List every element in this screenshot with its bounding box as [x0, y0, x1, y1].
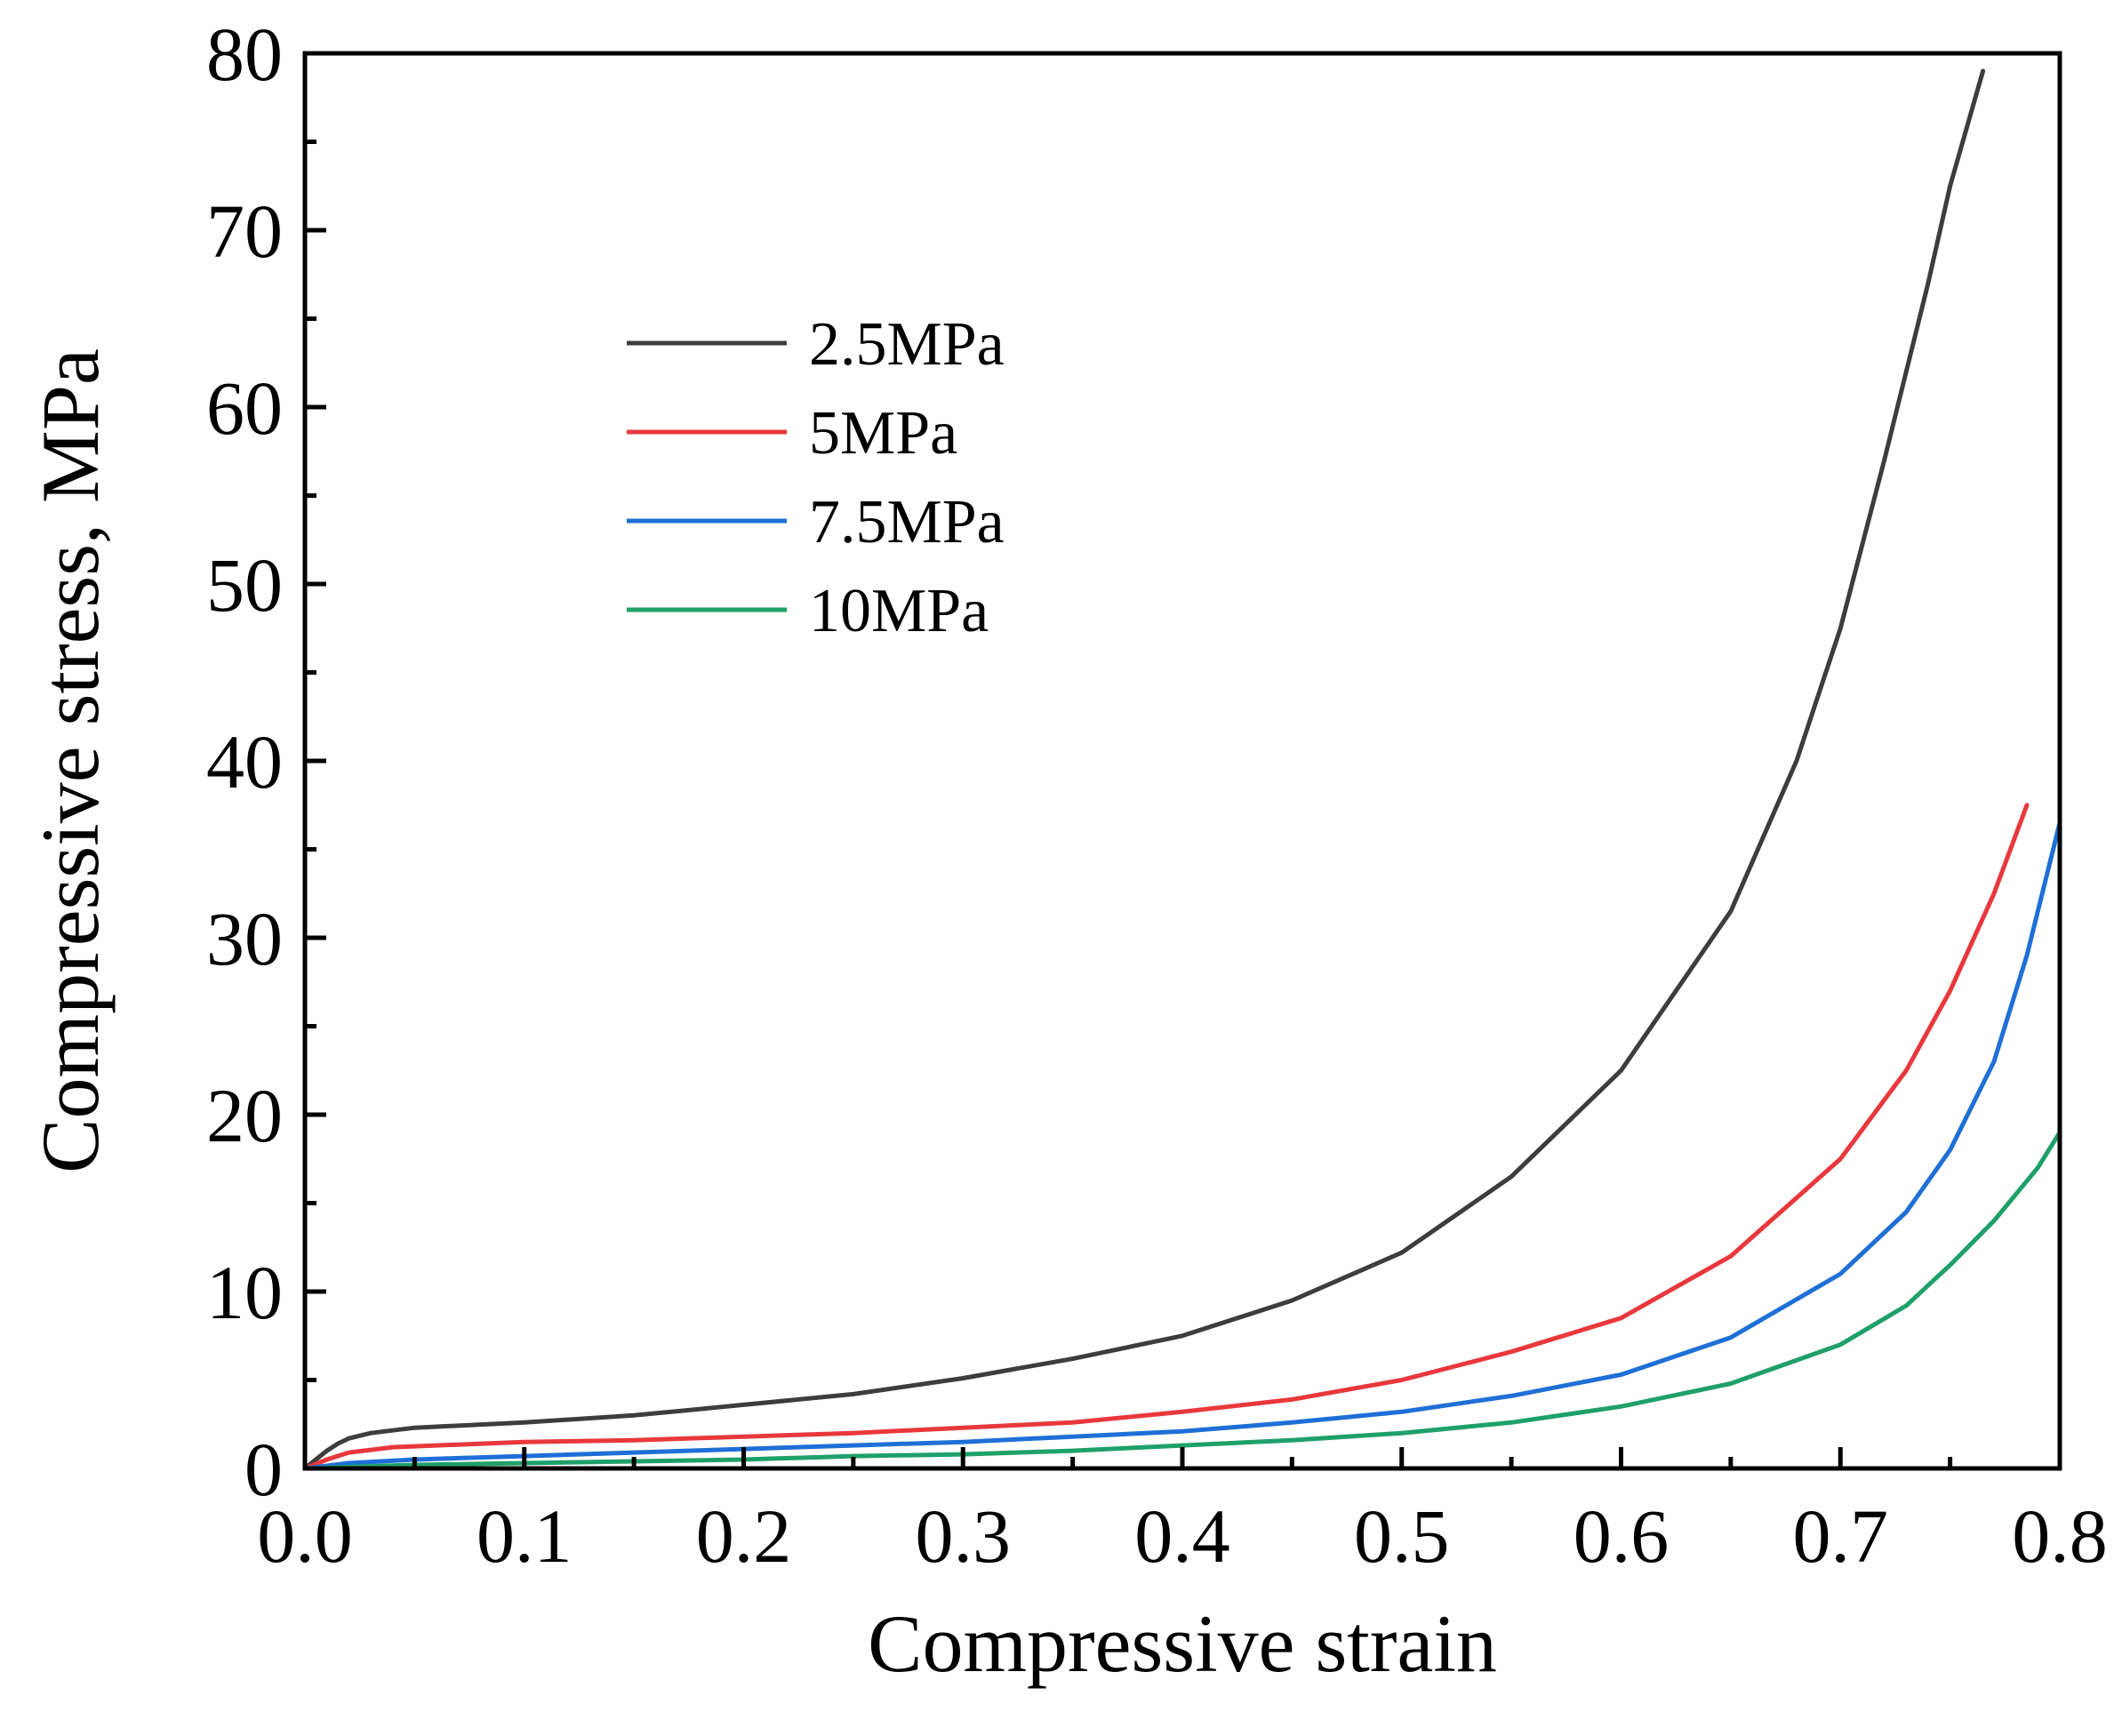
- series-line-10mpa: [302, 1130, 2062, 1471]
- y-tick-label: 20: [206, 1073, 283, 1158]
- legend-label: 5MPa: [809, 399, 957, 468]
- y-tick-label: 30: [206, 896, 283, 981]
- x-tick-label: 0.3: [916, 1493, 1012, 1579]
- series-line-5mpa: [302, 803, 2030, 1471]
- series-line-2-5mpa: [302, 68, 1986, 1471]
- x-axis-title: Compressive strain: [868, 1598, 1497, 1689]
- x-tick-label: 0.7: [1793, 1493, 1889, 1579]
- x-tick-label: 0.8: [2012, 1493, 2108, 1579]
- ticks-layer: 0.0 0.1 0.2 0.3 0.4 0.5 0.6 0.7 0.8 0 10 20 30 40 50 60…: [206, 12, 2108, 1579]
- y-tick-label: 0: [244, 1427, 283, 1512]
- x-tick-label: 0.0: [257, 1493, 353, 1579]
- series-layer: [302, 68, 2062, 1471]
- x-tick-label: 0.2: [696, 1493, 792, 1579]
- x-tick-label: 0.1: [476, 1493, 573, 1579]
- legend-label: 2.5MPa: [809, 310, 1005, 379]
- y-tick-label: 50: [206, 542, 283, 628]
- y-tick-label: 10: [206, 1250, 283, 1335]
- y-tick-label: 60: [206, 365, 283, 451]
- legend-label: 10MPa: [809, 577, 989, 645]
- y-tick-label: 70: [206, 188, 283, 274]
- x-tick-label: 0.5: [1354, 1493, 1450, 1579]
- series-line-7-5mpa: [302, 820, 2062, 1471]
- x-tick-label: 0.6: [1573, 1493, 1670, 1579]
- y-axis-title: Compressive stress, MPa: [25, 348, 116, 1173]
- y-tick-label: 80: [206, 12, 283, 97]
- y-tick-label: 40: [206, 719, 283, 804]
- legend: 2.5MPa 5MPa 7.5MPa 10MPa: [627, 310, 1005, 645]
- legend-label: 7.5MPa: [809, 488, 1005, 556]
- x-tick-label: 0.4: [1134, 1493, 1230, 1579]
